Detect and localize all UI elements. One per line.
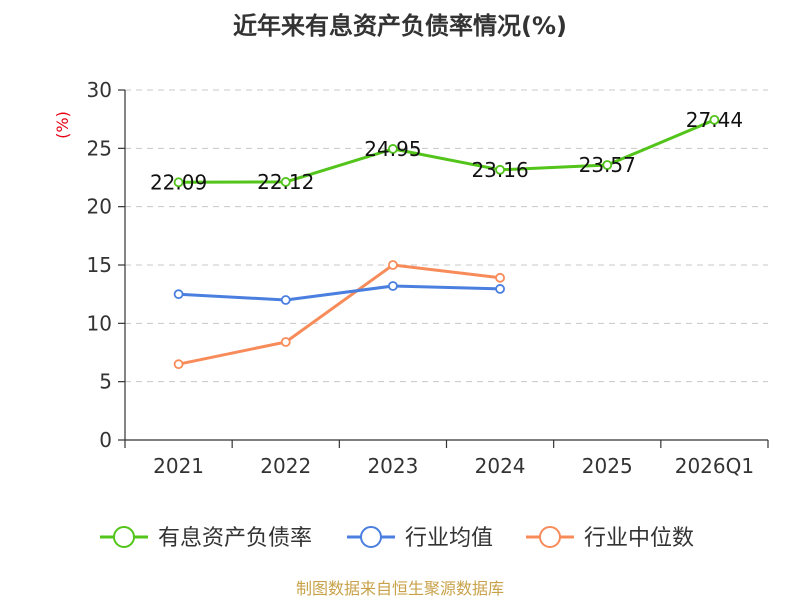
data-point bbox=[173, 289, 184, 300]
data-point bbox=[173, 359, 184, 370]
grid bbox=[125, 89, 768, 383]
data-label: 27.44 bbox=[686, 108, 743, 132]
y-tick-label: 20 bbox=[87, 195, 112, 219]
legend[interactable]: 有息资产负债率 行业均值 行业中位数 bbox=[100, 526, 694, 551]
y-tick-label: 15 bbox=[87, 253, 112, 277]
y-tick-label: 25 bbox=[87, 136, 112, 160]
series-layer bbox=[173, 114, 720, 370]
data-point bbox=[495, 164, 505, 175]
data-label: 23.16 bbox=[471, 158, 528, 182]
x-tick-label: 2023 bbox=[367, 454, 418, 478]
series-line-2 bbox=[178, 263, 501, 366]
data-point bbox=[388, 144, 398, 154]
chart-title: 近年来有息资产负债率情况(%) bbox=[233, 12, 567, 40]
data-labels: 22.09 22.12 24.95 23.16 23.57 27.44 bbox=[150, 108, 743, 194]
data-point bbox=[280, 177, 291, 187]
data-point bbox=[495, 284, 505, 294]
x-tick-label: 2025 bbox=[582, 454, 633, 478]
x-tick-label: 2021 bbox=[153, 454, 204, 478]
data-label: 24.95 bbox=[364, 137, 421, 161]
data-point bbox=[495, 272, 505, 283]
legend-marker-2 bbox=[539, 526, 561, 548]
y-axis-label: (%) bbox=[53, 111, 72, 139]
data-label: 22.09 bbox=[150, 170, 207, 194]
x-tick-label: 2024 bbox=[475, 454, 526, 478]
x-tick-label: 2026Q1 bbox=[675, 454, 754, 478]
data-label: 22.12 bbox=[257, 170, 314, 194]
data-point bbox=[602, 160, 613, 170]
data-label: 23.57 bbox=[579, 153, 636, 177]
y-tick-label: 5 bbox=[99, 370, 112, 394]
data-point bbox=[709, 114, 720, 125]
series-line-1 bbox=[178, 284, 501, 302]
data-point bbox=[388, 281, 398, 291]
y-tick-label: 10 bbox=[87, 311, 112, 335]
legend-label-0: 有息资产负债率 bbox=[158, 526, 312, 551]
legend-label-2: 行业中位数 bbox=[584, 526, 694, 551]
legend-marker-0 bbox=[113, 526, 135, 548]
legend-marker-1 bbox=[360, 526, 382, 548]
x-tick-label: 2022 bbox=[260, 454, 311, 478]
legend-label-1: 行业均值 bbox=[405, 526, 493, 551]
y-tick-label: 30 bbox=[87, 78, 112, 102]
data-point bbox=[280, 337, 291, 347]
data-point bbox=[388, 260, 398, 270]
source-note: 制图数据来自恒生聚源数据库 bbox=[296, 579, 504, 598]
series-line-0 bbox=[178, 118, 715, 184]
y-tick-label: 0 bbox=[99, 428, 112, 452]
data-point bbox=[173, 177, 184, 188]
data-point bbox=[280, 295, 291, 305]
